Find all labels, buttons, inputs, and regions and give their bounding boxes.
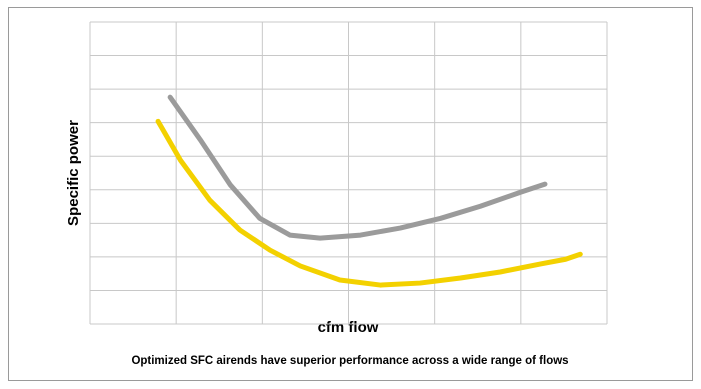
- x-axis-label: cfm flow: [318, 319, 379, 336]
- line: [155, 118, 583, 288]
- frame: [8, 7, 693, 381]
- caption: Optimized SFC airends have superior perf…: [131, 355, 568, 367]
- y-axis-label: Specific power: [65, 120, 82, 226]
- line: [167, 94, 548, 241]
